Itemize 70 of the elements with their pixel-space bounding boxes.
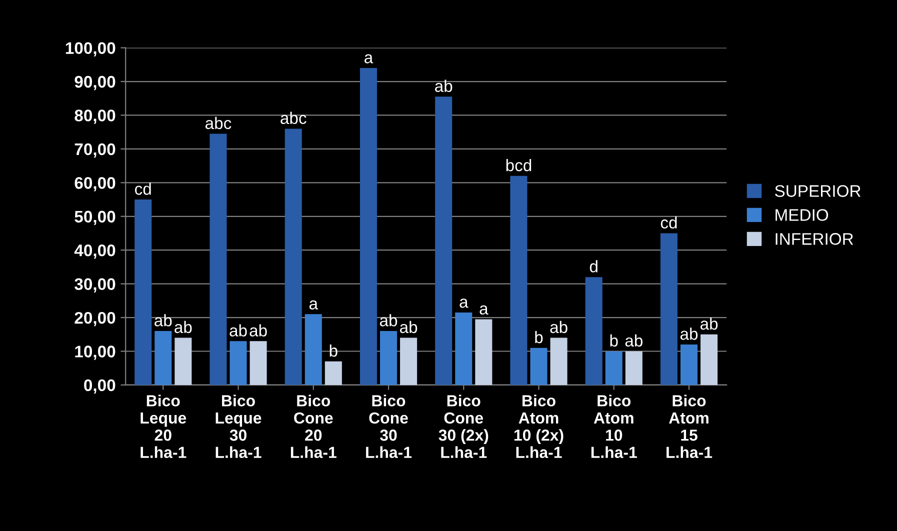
bar	[230, 341, 247, 385]
bar	[680, 344, 698, 385]
y-tick-label: 10,00	[75, 346, 116, 360]
y-tick-label: 70,00	[74, 143, 116, 158]
bar	[625, 351, 642, 385]
bar	[530, 348, 548, 385]
bar	[250, 341, 267, 385]
x-tick-label: Bico Cone 30 (2x) L.ha-1	[438, 394, 488, 458]
bar	[174, 338, 192, 385]
y-tick-label: 20,00	[74, 312, 116, 326]
data-label: ab	[154, 314, 172, 326]
x-tick-label: Bico Cone 20 L.ha-1	[290, 394, 336, 458]
x-tick-label: Bico Leque 20 L.ha-1	[140, 394, 186, 458]
data-label: b	[535, 330, 543, 344]
data-label: ab	[700, 317, 718, 330]
y-tick-label: 0,00	[84, 379, 116, 394]
data-label: a	[364, 54, 374, 64]
data-label: a	[460, 298, 468, 308]
x-tick-label: Bico Atom 10 (2x) L.ha-1	[514, 394, 564, 458]
bar	[400, 338, 418, 385]
bar	[455, 312, 472, 385]
data-label: abc	[280, 112, 306, 124]
bar	[380, 331, 398, 385]
bar	[605, 351, 622, 385]
bar	[210, 134, 227, 385]
legend-label: INFERIOR	[776, 233, 854, 245]
data-label: ab	[250, 324, 267, 336]
legend-label: SUPERIOR	[775, 185, 861, 197]
data-label: ab	[174, 320, 192, 334]
bar	[134, 200, 152, 385]
bar	[360, 68, 377, 385]
data-label: d	[590, 260, 598, 272]
data-label: bcd	[506, 158, 532, 172]
data-label: abc	[206, 116, 232, 130]
bar	[585, 277, 602, 385]
data-label: ab	[435, 80, 452, 92]
bar	[660, 233, 678, 385]
bar	[550, 338, 568, 385]
x-tick-label: Bico Atom 10 L.ha-1	[591, 394, 637, 458]
data-label: cd	[660, 216, 677, 229]
bar	[700, 334, 718, 385]
bar	[284, 128, 302, 385]
legend-label: MEDIO	[776, 209, 828, 221]
bar	[154, 331, 172, 385]
data-label: ab	[380, 314, 398, 326]
x-tick-label: Bico Cone 30 L.ha-1	[366, 394, 412, 458]
data-label: ab	[400, 320, 418, 334]
y-tick-label: 40,00	[74, 244, 116, 259]
y-tick-label: 30,00	[74, 278, 116, 292]
data-label: b	[610, 334, 618, 347]
data-label: b	[330, 344, 338, 357]
y-tick-label: 100,00	[66, 42, 116, 56]
bar	[510, 176, 528, 385]
x-tick-label: Bico Atom 15 L.ha-1	[666, 394, 712, 458]
y-tick-label: 50,00	[74, 210, 116, 225]
data-label: ab	[550, 320, 568, 334]
data-label: a	[309, 300, 318, 310]
data-label: ab	[680, 328, 698, 340]
bar	[304, 314, 322, 385]
bar	[475, 319, 492, 385]
data-label: ab	[230, 324, 247, 336]
x-tick-label: Bico Leque 30 L.ha-1	[216, 394, 262, 458]
y-tick-label: 60,00	[74, 177, 116, 192]
data-label: ab	[625, 334, 642, 347]
y-tick-label: 90,00	[74, 76, 116, 90]
data-label: cd	[135, 182, 151, 195]
bar	[435, 96, 452, 385]
bar	[324, 361, 342, 385]
data-label: a	[480, 305, 488, 315]
y-tick-label: 80,00	[74, 110, 116, 124]
